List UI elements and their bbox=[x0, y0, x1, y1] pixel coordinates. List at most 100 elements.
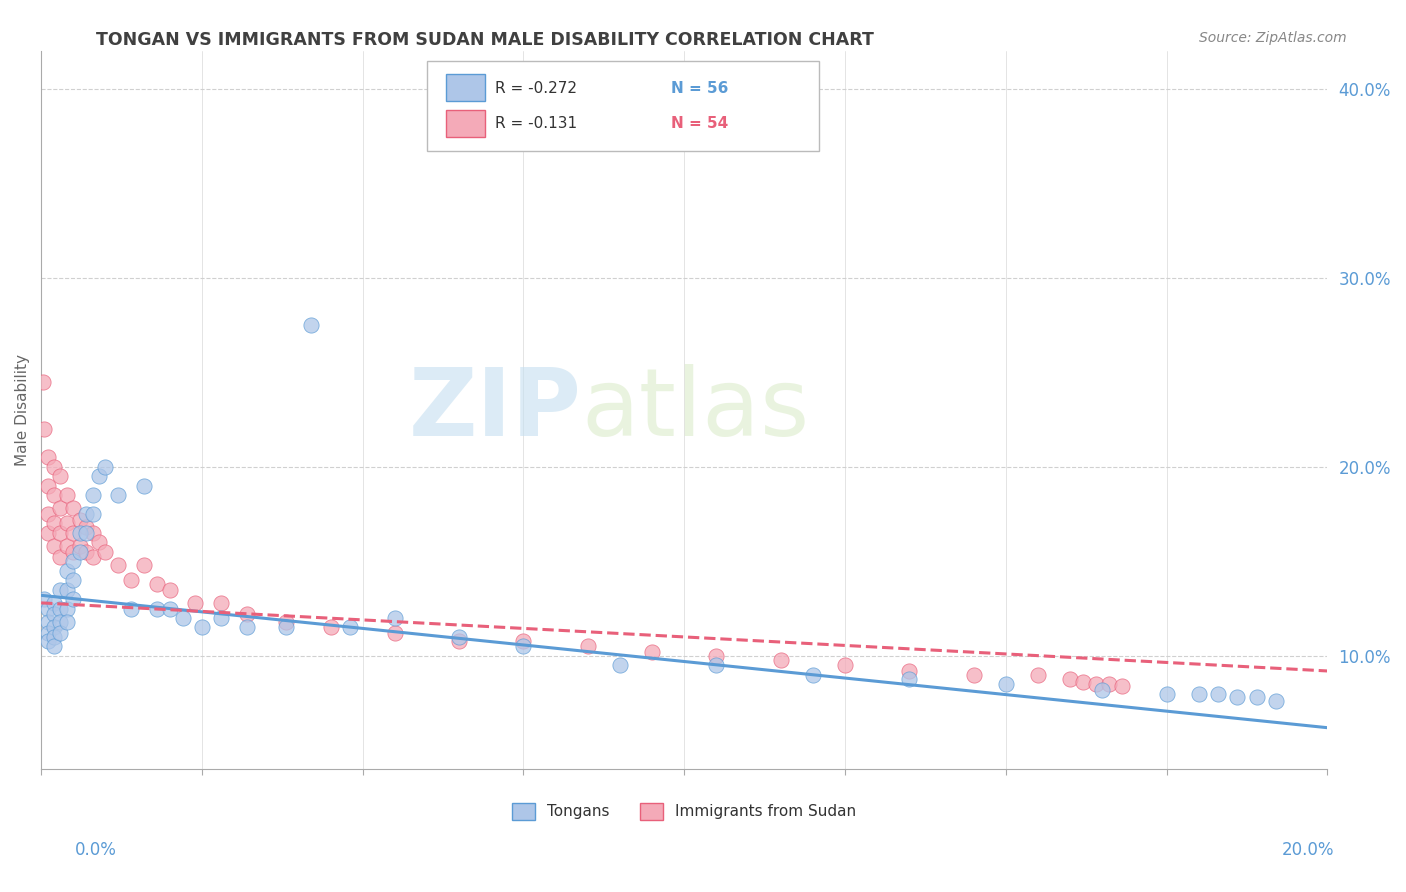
Point bbox=[75, 507, 97, 521]
Point bbox=[576, 640, 599, 654]
Point bbox=[37, 450, 59, 465]
Point bbox=[42, 620, 65, 634]
Point bbox=[87, 469, 110, 483]
Text: atlas: atlas bbox=[581, 364, 810, 456]
Point bbox=[49, 615, 72, 629]
Point bbox=[641, 645, 664, 659]
Point bbox=[1264, 694, 1286, 708]
Point bbox=[801, 667, 824, 681]
Point bbox=[1084, 677, 1107, 691]
Point bbox=[37, 525, 59, 540]
Point bbox=[87, 535, 110, 549]
Point bbox=[82, 525, 104, 540]
Point bbox=[37, 615, 59, 629]
Y-axis label: Male Disability: Male Disability bbox=[15, 354, 30, 466]
Point bbox=[209, 596, 232, 610]
Point bbox=[172, 611, 194, 625]
Point bbox=[1091, 682, 1114, 697]
Point bbox=[42, 630, 65, 644]
Text: 0.0%: 0.0% bbox=[75, 840, 117, 858]
Point bbox=[274, 615, 297, 629]
Point bbox=[449, 630, 471, 644]
FancyBboxPatch shape bbox=[427, 62, 820, 152]
Point bbox=[62, 573, 84, 587]
Point bbox=[184, 596, 207, 610]
Text: Source: ZipAtlas.com: Source: ZipAtlas.com bbox=[1199, 31, 1347, 45]
Point bbox=[609, 658, 631, 673]
Point bbox=[34, 592, 56, 607]
Point bbox=[82, 507, 104, 521]
Point bbox=[132, 558, 155, 572]
Point bbox=[42, 516, 65, 531]
Point bbox=[299, 318, 322, 332]
Point bbox=[42, 607, 65, 622]
Point bbox=[69, 539, 91, 553]
Point bbox=[94, 459, 117, 474]
Text: TONGAN VS IMMIGRANTS FROM SUDAN MALE DISABILITY CORRELATION CHART: TONGAN VS IMMIGRANTS FROM SUDAN MALE DIS… bbox=[96, 31, 873, 49]
Text: ZIP: ZIP bbox=[409, 364, 581, 456]
Point bbox=[512, 633, 534, 648]
Point bbox=[42, 539, 65, 553]
Point bbox=[75, 525, 97, 540]
Point bbox=[37, 633, 59, 648]
Point bbox=[159, 601, 181, 615]
Point bbox=[159, 582, 181, 597]
Point bbox=[339, 620, 361, 634]
Point bbox=[62, 525, 84, 540]
Point bbox=[69, 513, 91, 527]
Point bbox=[319, 620, 342, 634]
Text: R = -0.272: R = -0.272 bbox=[495, 80, 578, 95]
Text: 20.0%: 20.0% bbox=[1281, 840, 1334, 858]
Point bbox=[1098, 677, 1121, 691]
Point bbox=[1226, 690, 1249, 705]
Point bbox=[706, 648, 728, 663]
Point bbox=[146, 577, 169, 591]
Point bbox=[42, 488, 65, 502]
Point bbox=[62, 545, 84, 559]
Point bbox=[62, 501, 84, 516]
Point bbox=[82, 550, 104, 565]
Point bbox=[384, 611, 406, 625]
Point bbox=[1188, 687, 1211, 701]
FancyBboxPatch shape bbox=[446, 74, 485, 101]
Point bbox=[49, 550, 72, 565]
Point bbox=[75, 520, 97, 534]
Point bbox=[56, 516, 79, 531]
Point bbox=[37, 507, 59, 521]
Point bbox=[274, 620, 297, 634]
Point bbox=[107, 488, 129, 502]
Point bbox=[898, 664, 921, 678]
Point bbox=[56, 539, 79, 553]
Point bbox=[69, 545, 91, 559]
Point bbox=[32, 375, 55, 389]
Point bbox=[94, 545, 117, 559]
Point bbox=[1156, 687, 1178, 701]
Point bbox=[42, 459, 65, 474]
Point bbox=[1246, 690, 1268, 705]
Point bbox=[120, 573, 142, 587]
Point bbox=[37, 626, 59, 640]
Point bbox=[963, 667, 986, 681]
Point bbox=[191, 620, 214, 634]
Legend: Tongans, Immigrants from Sudan: Tongans, Immigrants from Sudan bbox=[506, 797, 863, 826]
Point bbox=[56, 582, 79, 597]
Point bbox=[1206, 687, 1229, 701]
Point bbox=[82, 488, 104, 502]
Text: N = 54: N = 54 bbox=[672, 117, 728, 131]
Point bbox=[512, 640, 534, 654]
Point bbox=[42, 640, 65, 654]
Point bbox=[49, 501, 72, 516]
Point bbox=[49, 601, 72, 615]
Point bbox=[34, 422, 56, 436]
Point bbox=[49, 626, 72, 640]
Point bbox=[69, 525, 91, 540]
Point bbox=[898, 672, 921, 686]
Text: N = 56: N = 56 bbox=[672, 80, 728, 95]
Point bbox=[49, 525, 72, 540]
Point bbox=[1059, 672, 1081, 686]
Point bbox=[146, 601, 169, 615]
Point bbox=[120, 601, 142, 615]
Point bbox=[56, 615, 79, 629]
Point bbox=[1071, 675, 1094, 690]
Point bbox=[994, 677, 1017, 691]
